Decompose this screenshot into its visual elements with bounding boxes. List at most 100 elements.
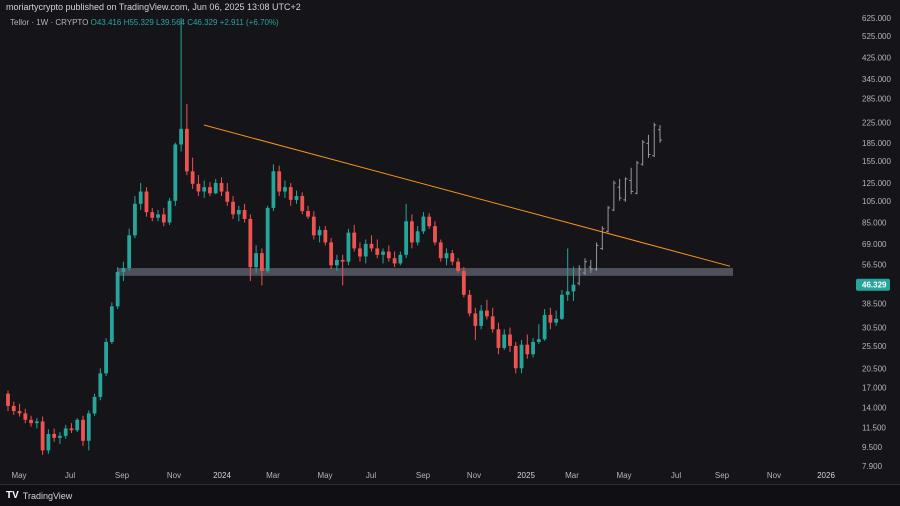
candle-body — [184, 128, 189, 172]
support-zone-layer — [118, 268, 733, 276]
candle — [461, 267, 466, 298]
time-axis: May Jul Sep Nov 2024 Mar May Jul Sep Nov 2025 Mar Ma… — [11, 471, 835, 480]
candle — [219, 177, 224, 197]
candle — [311, 211, 316, 240]
price-tick-label: 11.500 — [862, 424, 886, 433]
projection-bar — [658, 125, 663, 143]
time-tick-label: Jul — [65, 471, 75, 480]
projection-layer — [577, 122, 663, 286]
candle-body — [369, 243, 374, 249]
candle-body — [92, 396, 97, 414]
projection-bar — [583, 258, 587, 275]
time-tick-label: Sep — [416, 471, 431, 480]
candle-body — [58, 435, 62, 438]
candles-layer — [6, 18, 576, 455]
candle-body — [386, 251, 391, 259]
candle-body — [427, 216, 432, 227]
candle-body — [421, 216, 426, 232]
candle-body — [259, 253, 264, 271]
time-tick-label: 2024 — [213, 471, 231, 480]
tradingview-brand[interactable]: TV TradingView — [6, 490, 72, 501]
candle — [104, 338, 108, 377]
candle — [485, 299, 489, 320]
projection-bar — [617, 178, 622, 201]
candle-body — [86, 413, 91, 441]
ohlc-high: H55.329 — [123, 18, 154, 27]
candle-body — [138, 191, 143, 204]
projection-bar — [577, 265, 582, 286]
price-tick-label: 525.000 — [862, 32, 891, 41]
candle — [98, 368, 103, 401]
candle — [259, 248, 264, 286]
time-tick-label: May — [616, 471, 631, 480]
candle — [115, 267, 120, 310]
candle-body — [461, 270, 466, 295]
candle — [398, 251, 403, 266]
candle — [323, 226, 328, 246]
candle-body — [254, 253, 259, 268]
candle — [438, 239, 443, 262]
candle — [11, 401, 16, 415]
candle-body — [133, 203, 137, 236]
candle-body — [467, 294, 472, 314]
candle-body — [410, 221, 414, 243]
candle — [283, 180, 287, 198]
time-tick-label: 2025 — [517, 471, 535, 480]
candle — [531, 338, 535, 358]
candle — [450, 249, 455, 266]
candle — [433, 221, 437, 246]
candle-body — [271, 171, 276, 208]
candle-body — [381, 251, 385, 255]
time-tick-label: Jul — [366, 471, 376, 480]
candle — [300, 192, 305, 215]
projection-bar — [629, 167, 634, 195]
candle-body — [161, 214, 166, 223]
candle — [294, 190, 299, 204]
candle — [242, 203, 247, 223]
candle-body — [404, 221, 409, 255]
candle — [40, 416, 45, 455]
candle — [52, 428, 57, 442]
time-tick-label: Nov — [467, 471, 481, 480]
candle — [277, 165, 282, 197]
resistance-trendline — [203, 124, 731, 267]
candle — [571, 266, 576, 301]
price-tick-label: 425.000 — [862, 54, 891, 63]
candle-body — [490, 316, 495, 330]
candle-body — [560, 294, 564, 319]
price-tick-label: 185.000 — [862, 139, 891, 148]
candle — [340, 254, 345, 286]
candle-body — [69, 428, 74, 431]
candle — [179, 18, 183, 152]
candle — [513, 341, 518, 374]
price-tick-label: 345.000 — [862, 75, 891, 84]
candle-body — [167, 200, 172, 223]
candle — [427, 213, 432, 229]
candle-body — [17, 411, 22, 414]
candle-body — [46, 433, 51, 451]
candle-body — [479, 310, 484, 326]
candle-body — [179, 128, 183, 145]
price-tick-label: 7.900 — [862, 462, 883, 471]
candle-body — [75, 419, 80, 431]
price-tick-label: 625.000 — [862, 14, 891, 23]
candle — [404, 203, 409, 259]
projection-bar — [623, 177, 628, 202]
projection-bar — [588, 259, 593, 273]
candle — [156, 210, 160, 222]
candle-body — [173, 144, 178, 201]
candle-body — [225, 191, 230, 202]
candle-body — [444, 253, 449, 259]
candle — [161, 207, 166, 227]
footer-bar: TV TradingView — [0, 484, 900, 506]
price-tick-label: 225.000 — [862, 119, 891, 128]
candle-body — [323, 229, 328, 243]
ohlc-open: O43.416 — [90, 18, 122, 27]
time-tick-label: Jul — [671, 471, 681, 480]
candle-body — [502, 334, 507, 348]
time-tick-label: 2026 — [817, 471, 835, 480]
candle-body — [29, 419, 33, 424]
candle — [369, 235, 374, 252]
candle — [496, 322, 501, 355]
